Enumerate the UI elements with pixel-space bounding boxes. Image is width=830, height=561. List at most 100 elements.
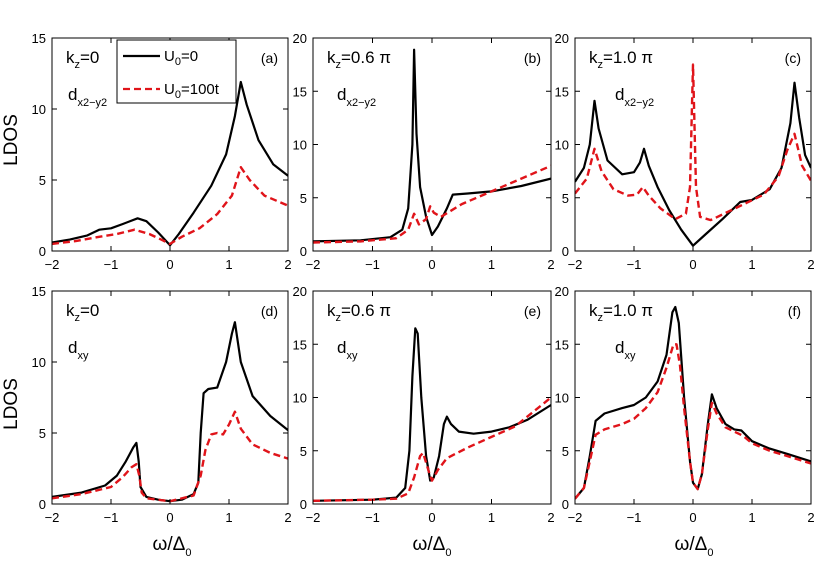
panel-e-frame <box>312 290 552 505</box>
panel-b-orbital-sub: x2−y2 <box>346 97 376 109</box>
legend-dashed-u: U <box>164 81 175 98</box>
panel-b-orbital-main: d <box>337 85 346 104</box>
panel-b-ytick-label: 15 <box>293 84 307 99</box>
xlabel-2: ω/Δ0 <box>413 534 452 559</box>
panel-b-kz-label: kz=0.6 π <box>327 48 391 71</box>
panel-a-panel-label: (a) <box>261 50 278 66</box>
panel-b-series-solid <box>313 48 551 243</box>
panel-c-orbital-label: dx2−y2 <box>615 85 654 109</box>
panel-b-kz-value: =0.6 π <box>341 48 391 67</box>
xlabel-1: ω/Δ0 <box>153 534 192 559</box>
panel-a-kz-sub: z <box>75 59 81 71</box>
panel-e-ytick-label: 15 <box>293 337 307 352</box>
panel-b-panel-label: (b) <box>524 50 541 66</box>
legend-solid-value: =0 <box>181 48 198 65</box>
panel-c-orbital-main: d <box>615 85 624 104</box>
panel-c-panel-label: (c) <box>785 50 801 66</box>
panel-e-kz-label: kz=0.6 π <box>327 301 391 324</box>
panel-f-xtick-label: 0 <box>689 510 696 525</box>
panel-d-orbital-main: d <box>68 338 77 357</box>
panel-c-ytick-label: 5 <box>562 191 569 206</box>
panel-e-kz-sub: z <box>336 312 342 324</box>
panel-e-xtick-label: 2 <box>547 510 554 525</box>
panel-b-xtick-label: 1 <box>488 257 495 272</box>
panel-c-xtick-label: −1 <box>627 257 642 272</box>
panel-e-xtick-label: 0 <box>428 510 435 525</box>
panel-e-series-dashed <box>313 396 551 502</box>
panel-f-ytick-label: 10 <box>555 391 569 406</box>
legend-dashed-value: =100t <box>181 81 220 98</box>
panel-c-kz-main: k <box>589 48 598 67</box>
panel-a-ytick-label: 15 <box>32 31 46 46</box>
panel-e-kz-value: =0.6 π <box>341 301 391 320</box>
panel-e-xtick-label: 1 <box>488 510 495 525</box>
panel-a-xtick-label: −2 <box>45 257 60 272</box>
legend-dashed-label: U0=100t <box>164 81 220 101</box>
panel-a-series-solid <box>52 80 288 247</box>
xlabel-2-main: ω/Δ <box>413 534 446 555</box>
ylabel-top: LDOS <box>1 114 22 166</box>
panel-a-series-dashed <box>52 166 288 246</box>
panel-a-orbital-label: dx2−y2 <box>68 85 107 109</box>
panel-e-xtick-label: −2 <box>306 510 321 525</box>
panel-e-ytick-label: 0 <box>300 497 307 512</box>
panel-e-orbital-main: d <box>337 338 346 357</box>
legend-dashed-sub: 0 <box>175 89 181 101</box>
panel-a-ytick-label: 0 <box>39 244 46 259</box>
panel-a-kz-value: =0 <box>80 48 99 67</box>
panel-f-ytick-label: 15 <box>555 337 569 352</box>
panel-c-xtick-label: 1 <box>748 257 755 272</box>
panel-f-orbital-label: dxy <box>615 338 636 362</box>
panel-b-xtick-label: −2 <box>306 257 321 272</box>
panel-d-xtick-label: −1 <box>104 510 119 525</box>
panel-c-ytick-label: 15 <box>555 84 569 99</box>
panel-d-series-solid <box>52 321 288 503</box>
panel-d-ytick-label: 15 <box>32 284 46 299</box>
panel-a-kz-main: k <box>66 48 75 67</box>
panel-f-xtick-label: 2 <box>807 510 814 525</box>
panel-f-orbital-sub: xy <box>624 350 636 362</box>
panel-c-series-solid <box>575 81 811 247</box>
panel-d-xtick-label: 2 <box>284 510 291 525</box>
panel-a-xtick-label: −1 <box>104 257 119 272</box>
panel-a-xtick-label: 2 <box>284 257 291 272</box>
panel-c-ytick-label: 0 <box>562 244 569 259</box>
panel-f-series-dashed <box>575 343 811 500</box>
panel-f-kz-value: =1.0 π <box>603 301 653 320</box>
panel-a-ytick-label: 5 <box>39 173 46 188</box>
panel-e-kz-main: k <box>327 301 336 320</box>
panel-f-kz-sub: z <box>598 312 604 324</box>
panel-b-xtick-label: −1 <box>365 257 380 272</box>
panel-e-xtick-label: −1 <box>365 510 380 525</box>
panel-b-xtick-label: 0 <box>428 257 435 272</box>
panel-a-orbital-main: d <box>68 85 77 104</box>
panel-b-kz-sub: z <box>336 59 342 71</box>
panel-b-kz-main: k <box>327 48 336 67</box>
panel-a-xtick-label: 1 <box>225 257 232 272</box>
xlabel-3-main: ω/Δ <box>675 534 708 555</box>
legend-box <box>116 39 237 104</box>
legend: U0=0 U0=100t <box>116 39 237 104</box>
panel-c-kz-label: kz=1.0 π <box>589 48 653 71</box>
ylabel-bottom: LDOS <box>1 378 22 430</box>
panel-b-ytick-label: 20 <box>293 31 307 46</box>
panel-f-ytick-label: 20 <box>555 284 569 299</box>
panel-f-xtick-label: −2 <box>568 510 583 525</box>
panel-f-series-solid <box>575 305 811 500</box>
panel-a-ytick-label: 10 <box>32 102 46 117</box>
xlabel-3: ω/Δ0 <box>675 534 714 559</box>
panel-c-kz-value: =1.0 π <box>603 48 653 67</box>
xlabel-2-sub: 0 <box>445 547 451 559</box>
panel-d-kz-sub: z <box>75 312 81 324</box>
panel-c-ytick-label: 10 <box>555 138 569 153</box>
panel-f-ytick-label: 5 <box>562 444 569 459</box>
panel-d-ytick-label: 10 <box>32 355 46 370</box>
panel-d-kz-label: kz=0 <box>66 301 99 324</box>
legend-solid-sub: 0 <box>175 56 181 68</box>
xlabel-1-sub: 0 <box>185 547 191 559</box>
